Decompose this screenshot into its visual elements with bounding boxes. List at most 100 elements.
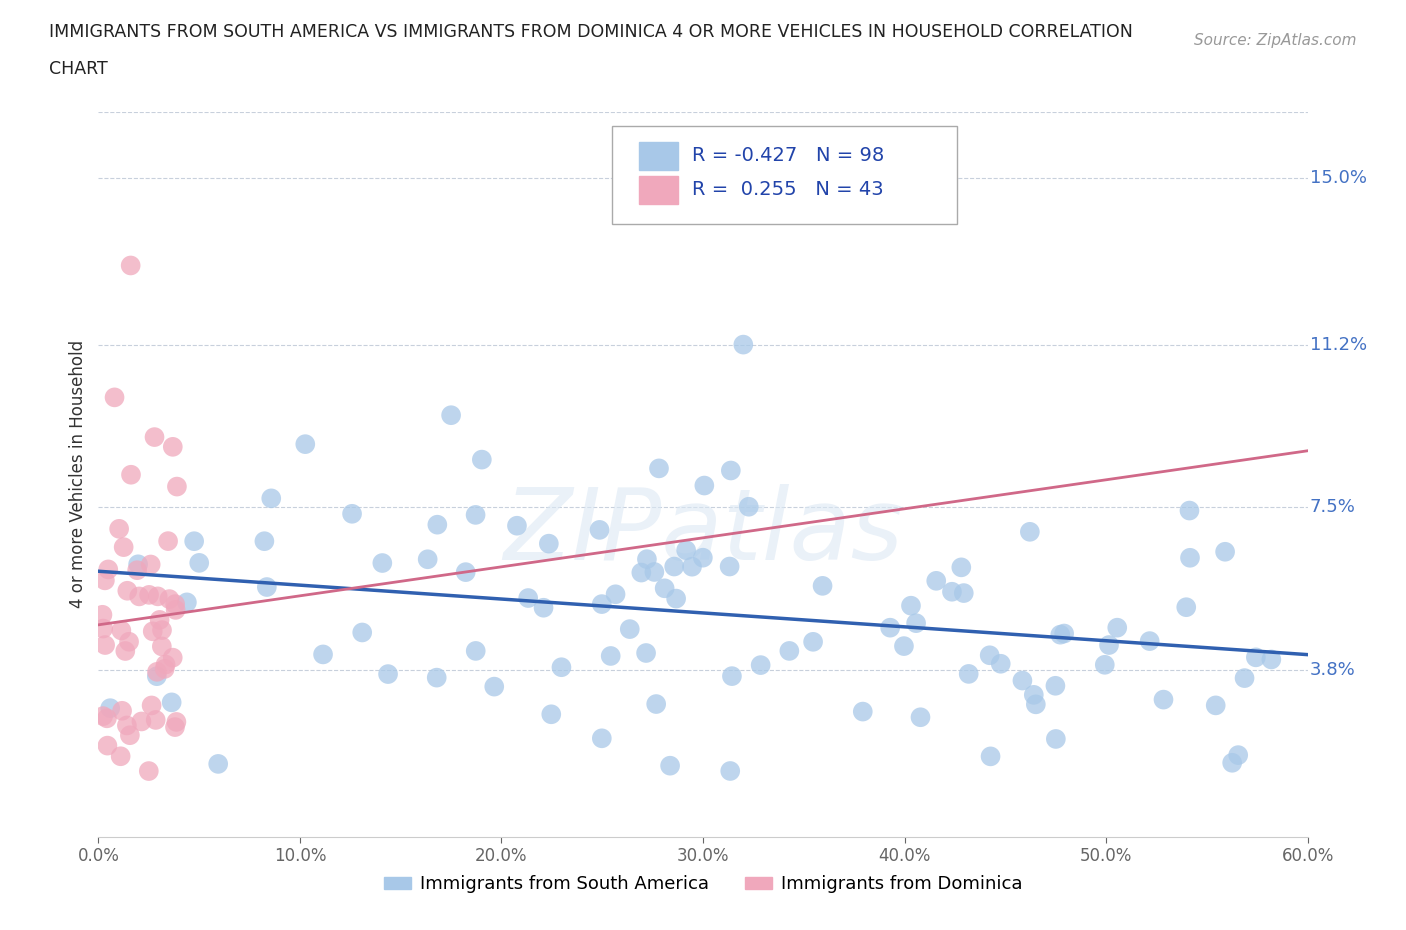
Point <box>879 620 901 635</box>
Point <box>160 695 183 710</box>
Text: 11.2%: 11.2% <box>1310 336 1367 353</box>
Point <box>440 407 463 422</box>
Point <box>115 718 138 733</box>
Point <box>110 749 132 764</box>
Point <box>550 659 572 674</box>
Text: 3.8%: 3.8% <box>1310 661 1355 679</box>
Point <box>150 623 173 638</box>
Point <box>1153 692 1175 707</box>
Point <box>1139 633 1161 648</box>
Point <box>183 534 205 549</box>
Point <box>118 634 141 649</box>
Point <box>643 565 665 579</box>
Text: 7.5%: 7.5% <box>1310 498 1355 516</box>
Point <box>721 669 744 684</box>
Point <box>294 437 316 452</box>
Point <box>990 657 1012 671</box>
Point <box>1233 671 1256 685</box>
Point <box>1244 650 1267 665</box>
Point <box>517 591 540 605</box>
Point <box>340 506 363 521</box>
Point <box>117 583 139 598</box>
Point <box>120 467 142 482</box>
Text: Source: ZipAtlas.com: Source: ZipAtlas.com <box>1194 33 1357 47</box>
Point <box>165 603 187 618</box>
Point <box>588 523 610 538</box>
Point <box>96 711 118 725</box>
Point <box>654 581 676 596</box>
Point <box>188 555 211 570</box>
Point <box>138 588 160 603</box>
Point <box>162 439 184 454</box>
Point <box>94 573 117 588</box>
Point <box>778 644 800 658</box>
Bar <box>638 142 678 169</box>
Point <box>253 534 276 549</box>
Point <box>145 712 167 727</box>
Point <box>1107 620 1129 635</box>
Point <box>149 613 172 628</box>
Point <box>127 563 149 578</box>
Point <box>91 607 114 622</box>
Point <box>471 452 494 467</box>
Point <box>659 758 682 773</box>
Point <box>162 650 184 665</box>
Point <box>1098 638 1121 653</box>
Point <box>733 338 755 352</box>
Point <box>128 589 150 604</box>
Point <box>464 508 486 523</box>
Point <box>426 517 449 532</box>
Point <box>599 648 621 663</box>
Point <box>312 647 335 662</box>
Point <box>692 551 714 565</box>
Point <box>619 621 641 636</box>
Point <box>1018 525 1040 539</box>
Point <box>681 559 703 574</box>
Point <box>675 543 697 558</box>
Text: R = -0.427   N = 98: R = -0.427 N = 98 <box>692 146 884 166</box>
Point <box>941 584 963 599</box>
Point <box>103 390 125 405</box>
Point <box>142 624 165 639</box>
Text: 15.0%: 15.0% <box>1310 168 1367 187</box>
Point <box>111 703 134 718</box>
Point <box>464 644 486 658</box>
Point <box>96 738 118 753</box>
Point <box>139 557 162 572</box>
Point <box>811 578 834 593</box>
Point <box>377 667 399 682</box>
Point <box>1260 652 1282 667</box>
Point <box>605 587 627 602</box>
Text: R =  0.255   N = 43: R = 0.255 N = 43 <box>692 180 884 199</box>
Point <box>540 707 562 722</box>
Point <box>352 625 374 640</box>
Point <box>952 586 974 601</box>
Point <box>127 557 149 572</box>
Point <box>1178 551 1201 565</box>
Point <box>146 589 169 604</box>
Point <box>636 645 658 660</box>
Point <box>720 463 742 478</box>
Point <box>1022 687 1045 702</box>
Point <box>256 579 278 594</box>
Point <box>371 555 394 570</box>
Point <box>1045 732 1067 747</box>
Point <box>533 600 555 615</box>
Point <box>630 565 652 580</box>
Point <box>1227 748 1250 763</box>
Point <box>484 679 506 694</box>
Point <box>91 709 114 724</box>
Point <box>738 499 761 514</box>
Point <box>693 478 716 493</box>
Point <box>718 764 741 778</box>
Point <box>112 539 135 554</box>
Point <box>645 697 668 711</box>
Text: CHART: CHART <box>49 60 108 78</box>
Point <box>1045 678 1067 693</box>
Point <box>207 756 229 771</box>
Point <box>1220 755 1243 770</box>
Point <box>1205 698 1227 712</box>
Point <box>1053 626 1076 641</box>
Point <box>664 559 686 574</box>
Point <box>143 430 166 445</box>
